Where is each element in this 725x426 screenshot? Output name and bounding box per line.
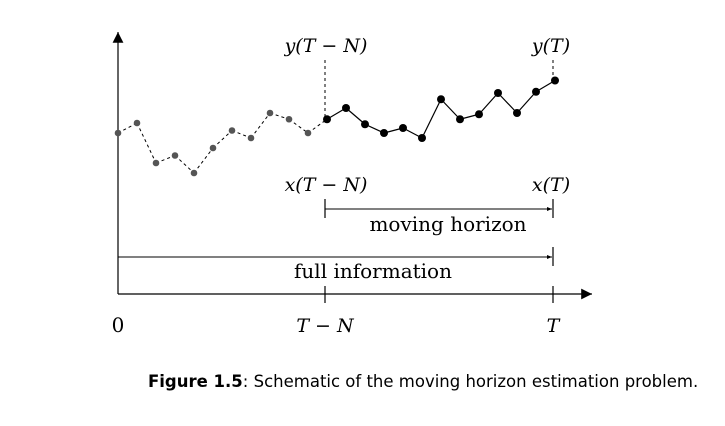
caption-text: : Schematic of the moving horizon estima… — [242, 372, 699, 391]
window-segment — [516, 91, 537, 114]
window-segment — [345, 107, 366, 125]
measurement-trajectory — [114, 76, 559, 177]
past-point — [114, 129, 122, 137]
past-point — [133, 119, 141, 127]
past-point — [190, 169, 198, 177]
past-point — [152, 159, 160, 167]
past-segment — [212, 130, 233, 149]
past-point — [228, 127, 236, 134]
tick-label-zero: 0 — [112, 313, 125, 337]
window-segment — [421, 98, 442, 139]
tick-label-t: T — [547, 315, 561, 337]
past-segment — [193, 147, 214, 174]
window-point — [456, 115, 464, 124]
window-segment — [478, 92, 499, 115]
past-point — [285, 115, 293, 123]
past-point — [209, 144, 217, 152]
figure-caption: Figure 1.5: Schematic of the moving hori… — [148, 372, 698, 391]
x-start-label: x(T − N) — [285, 174, 368, 196]
window-point — [323, 115, 331, 124]
window-point — [399, 124, 407, 132]
window-point — [342, 104, 350, 112]
y-start-label: y(T − N) — [284, 35, 368, 57]
past-point — [171, 152, 179, 159]
full-information-label: full information — [294, 259, 452, 283]
window-point — [475, 110, 483, 119]
window-segment — [440, 98, 461, 120]
window-point — [494, 89, 502, 97]
past-segment — [288, 118, 309, 134]
tick-label-t-minus-n: T − N — [296, 315, 355, 337]
window-point — [361, 120, 369, 129]
window-point — [551, 76, 559, 85]
window-segment — [497, 92, 518, 114]
past-segment — [136, 122, 157, 164]
window-point — [437, 95, 445, 104]
moving-horizon-label: moving horizon — [369, 212, 526, 236]
window-point — [380, 129, 388, 137]
past-segment — [174, 155, 195, 174]
caption-label: Figure 1.5 — [148, 372, 243, 391]
window-point — [513, 109, 521, 117]
y-end-label: y(T) — [531, 35, 570, 57]
past-point — [304, 129, 312, 137]
window-point — [418, 134, 426, 142]
mhe-schematic: y(T − N) y(T) x(T − N) x(T) moving horiz… — [112, 32, 592, 337]
past-point — [266, 109, 274, 117]
window-point — [532, 87, 540, 96]
x-end-label: x(T) — [532, 174, 570, 196]
past-segment — [250, 112, 271, 139]
past-point — [247, 134, 255, 142]
